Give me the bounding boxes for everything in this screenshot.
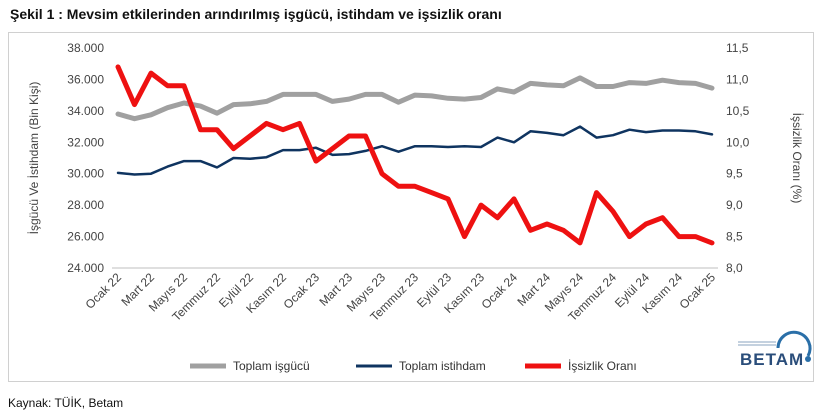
y-left-tick-label: 28.000 bbox=[67, 198, 104, 212]
y-right-tick-label: 9,0 bbox=[726, 198, 743, 212]
y-left-tick-label: 36.000 bbox=[67, 72, 104, 86]
y-right-tick-label: 11,5 bbox=[726, 41, 749, 55]
line-total-employment bbox=[116, 125, 714, 176]
y-right-tick-label: 8,0 bbox=[726, 261, 743, 275]
legend: Toplam işgücü Toplam istihdam İşsizlik O… bbox=[190, 359, 637, 373]
legend-label-total-employment: Toplam istihdam bbox=[399, 359, 486, 373]
y-right-tick-label: 10,0 bbox=[726, 135, 750, 149]
y-left-tick-label: 26.000 bbox=[67, 230, 104, 244]
source-note: Kaynak: TÜİK, Betam bbox=[8, 396, 124, 410]
logo-dot-icon bbox=[805, 356, 811, 362]
logo-text: BETAM bbox=[740, 350, 804, 369]
y-right-tick-label: 9,5 bbox=[726, 167, 743, 181]
legend-label-total-labor: Toplam işgücü bbox=[233, 359, 310, 373]
y-right-tick-label: 11,0 bbox=[726, 72, 749, 86]
y-left-tick-label: 34.000 bbox=[67, 104, 104, 118]
series-lines-group bbox=[115, 64, 715, 246]
y-left-tick-label: 24.000 bbox=[67, 261, 104, 275]
y-left-tick-label: 38.000 bbox=[67, 41, 104, 55]
figure-title: Şekil 1 : Mevsim etkilerinden arındırılm… bbox=[10, 6, 502, 22]
line-total-labor bbox=[115, 75, 715, 122]
x-tick-label: Ocak 22 bbox=[83, 270, 125, 312]
y-axis-left-label: İşgücü Ve İstihdam (Bin Kişi) bbox=[27, 82, 41, 235]
y-left-tick-label: 30.000 bbox=[67, 167, 104, 181]
logo-arc-icon bbox=[776, 330, 812, 357]
x-tick-label: Ocak 25 bbox=[677, 270, 719, 312]
y-right-tick-label: 10,5 bbox=[726, 104, 750, 118]
y-right-tick-label: 8,5 bbox=[726, 230, 743, 244]
x-tick-label: Ocak 24 bbox=[479, 270, 521, 312]
y-axis-right-label: İşsizlik Oranı (%) bbox=[790, 113, 804, 204]
x-tick-label: Ocak 23 bbox=[281, 270, 323, 312]
legend-label-unemployment-rate: İşsizlik Oranı bbox=[568, 359, 637, 373]
line-unemployment-rate bbox=[115, 64, 715, 246]
y-left-tick-label: 32.000 bbox=[67, 135, 104, 149]
betam-logo: BETAM bbox=[738, 330, 812, 369]
